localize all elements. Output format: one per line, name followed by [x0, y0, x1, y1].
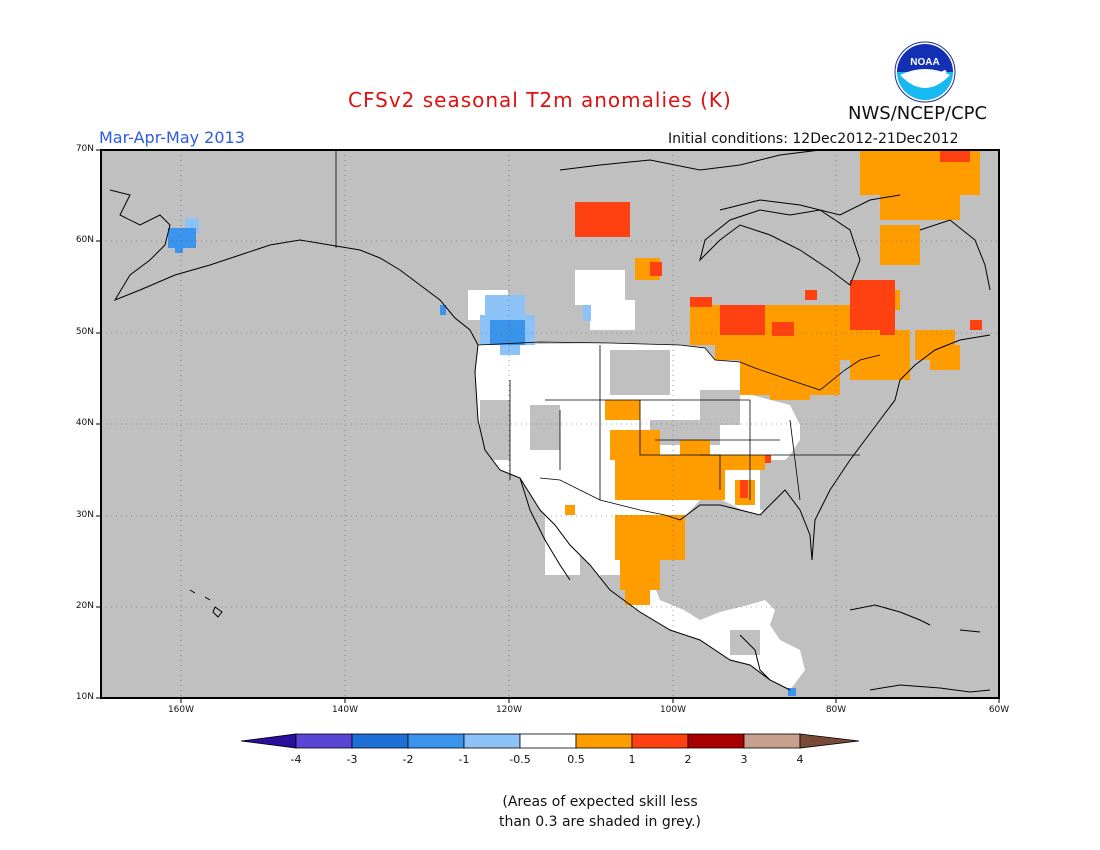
colorbar-swatch [743, 733, 801, 749]
lon-label-60w: 60W [988, 705, 1010, 715]
colorbar-label: -4 [290, 753, 302, 766]
lat-label-20n: 20N [75, 601, 94, 611]
colorbar-swatch [519, 733, 577, 749]
anomaly-cool-moderate [168, 228, 796, 696]
colorbar-swatch [407, 733, 465, 749]
colorbar-label: -3 [346, 753, 358, 766]
skill-note-line-1: (Areas of expected skill less [502, 794, 698, 810]
svg-text:NOAA: NOAA [910, 57, 939, 68]
colorbar-label: 0.5 [567, 753, 585, 766]
lon-label-80w: 80W [825, 705, 847, 715]
lon-label-140w: 140W [331, 705, 359, 715]
lat-label-10n: 10N [75, 692, 94, 702]
lat-label-70n: 70N [75, 144, 94, 154]
colorbar-swatch [575, 733, 633, 749]
colorbar-label: -1 [458, 753, 470, 766]
forecast-period: Mar-Apr-May 2013 [99, 128, 245, 147]
lon-label-100w: 100W [659, 705, 687, 715]
axis-ticks [96, 149, 1000, 703]
lon-label-160w: 160W [167, 705, 195, 715]
noaa-logo: NOAA [894, 41, 956, 103]
colorbar-arrow-right [799, 733, 860, 749]
anomaly-warm-strong [575, 150, 982, 498]
lat-label-30n: 30N [75, 510, 94, 520]
colorbar-label: 3 [740, 753, 748, 766]
colorbar-label: 1 [628, 753, 636, 766]
colorbar-swatch [631, 733, 689, 749]
skill-note-line-2: than 0.3 are shaded in grey.) [498, 814, 701, 830]
coastlines [109, 149, 991, 693]
political-borders [335, 150, 881, 521]
lon-label-120w: 120W [495, 705, 523, 715]
skill-note: (Areas of expected skill less than 0.3 a… [470, 792, 730, 832]
map-title: CFSv2 seasonal T2m anomalies (K) [348, 88, 732, 112]
colorbar-label: -2 [402, 753, 414, 766]
colorbar-arrow-left [240, 733, 297, 749]
colorbar-swatch [687, 733, 745, 749]
agency-label: NWS/NCEP/CPC [848, 103, 988, 124]
lat-label-60n: 60N [75, 235, 94, 245]
colorbar-swatch [295, 733, 353, 749]
colorbar-label: -0.5 [509, 753, 531, 766]
colorbar-label: 4 [796, 753, 804, 766]
lat-label-50n: 50N [75, 327, 94, 337]
lat-label-40n: 40N [75, 418, 94, 428]
colorbar-swatch [463, 733, 521, 749]
colorbar-label: 2 [684, 753, 692, 766]
colorbar [240, 733, 860, 749]
initial-conditions: Initial conditions: 12Dec2012-21Dec2012 [668, 131, 959, 147]
colorbar-swatch [351, 733, 409, 749]
